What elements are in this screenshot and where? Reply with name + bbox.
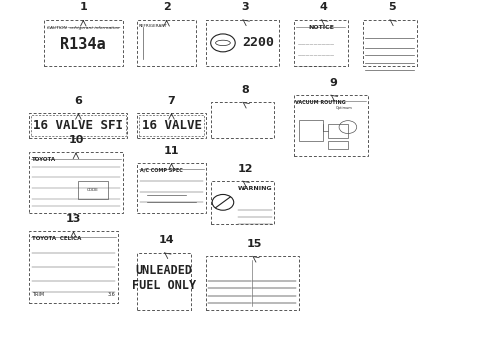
Text: 6: 6 <box>74 96 82 105</box>
Text: 11: 11 <box>164 146 179 156</box>
Text: CAUTION  refrigerant information: CAUTION refrigerant information <box>47 26 119 30</box>
Text: 13: 13 <box>66 214 81 224</box>
Text: TRIM: TRIM <box>32 292 44 297</box>
Text: TOYOTA: TOYOTA <box>32 157 56 162</box>
Text: 4: 4 <box>319 3 327 13</box>
Text: 16 VALVE: 16 VALVE <box>142 119 201 132</box>
Text: UNLEADED
FUEL ONLY: UNLEADED FUEL ONLY <box>132 264 196 292</box>
Text: —————————: ————————— <box>297 43 335 47</box>
Text: 2: 2 <box>163 3 171 13</box>
Text: 3: 3 <box>241 3 249 13</box>
Text: Optimum: Optimum <box>336 105 353 109</box>
Text: R134a: R134a <box>60 37 106 52</box>
Text: A/C COMP SPEC: A/C COMP SPEC <box>140 168 182 172</box>
Text: 9: 9 <box>329 78 337 88</box>
Bar <box>299 120 323 141</box>
Text: 10: 10 <box>68 135 84 145</box>
Bar <box>328 141 348 149</box>
Text: —————————: ————————— <box>297 53 335 58</box>
Text: CODE: CODE <box>87 188 99 192</box>
Text: 16 VALVE SFI: 16 VALVE SFI <box>33 119 123 132</box>
Text: REFRIGERANT: REFRIGERANT <box>139 24 168 28</box>
Text: —————————: ————————— <box>297 64 335 68</box>
Text: WARNING: WARNING <box>238 186 272 191</box>
Bar <box>328 123 348 138</box>
Text: 15: 15 <box>247 239 263 249</box>
Bar <box>78 181 108 199</box>
Text: 7: 7 <box>168 96 175 105</box>
Text: 12: 12 <box>237 164 253 174</box>
Text: VACUUM ROUTING: VACUUM ROUTING <box>295 99 346 104</box>
Text: 14: 14 <box>159 235 174 245</box>
Text: 8: 8 <box>241 85 249 95</box>
Text: 2200: 2200 <box>243 36 274 49</box>
Text: 1: 1 <box>79 3 87 13</box>
Text: 3.6: 3.6 <box>107 292 115 297</box>
Text: 5: 5 <box>388 3 396 13</box>
Text: NOTICE: NOTICE <box>308 25 334 30</box>
Text: TOYOTA  CELICA: TOYOTA CELICA <box>32 236 81 241</box>
